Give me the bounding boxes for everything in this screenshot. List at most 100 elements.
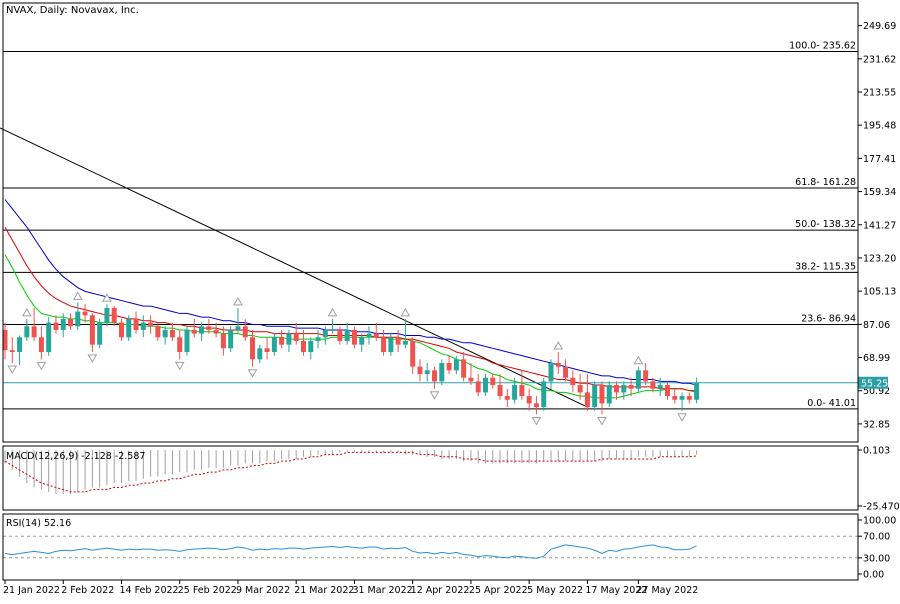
candle-body xyxy=(322,329,328,338)
y-tick-label: 141.27 xyxy=(863,220,896,231)
fractal-marker xyxy=(72,291,83,300)
candle-body xyxy=(650,381,656,389)
candle-body xyxy=(31,326,37,338)
candle-body xyxy=(199,326,205,334)
candle-body xyxy=(686,396,692,400)
candle-body xyxy=(155,326,161,338)
candle-body xyxy=(148,322,154,327)
candle-body xyxy=(133,318,139,330)
candle-body xyxy=(60,318,66,330)
candle-body xyxy=(315,337,321,341)
candle-body xyxy=(359,337,365,345)
fractal-marker xyxy=(531,416,542,426)
candle-body xyxy=(2,329,8,351)
x-tick-label: 25 Feb 2022 xyxy=(178,585,237,596)
x-tick-label: 2 Feb 2022 xyxy=(61,585,114,596)
candle-body xyxy=(24,326,30,338)
candle-body xyxy=(657,385,663,389)
y-tick-label: 68.99 xyxy=(863,353,890,364)
candle-body xyxy=(38,337,44,352)
candle-body xyxy=(570,377,576,386)
candle-body xyxy=(395,337,401,345)
current-price-label: 55.25 xyxy=(861,378,888,389)
candle-body xyxy=(206,326,212,330)
fractal-marker xyxy=(633,355,644,365)
candle-body xyxy=(279,337,285,345)
candle-body xyxy=(584,392,590,408)
fractal-marker xyxy=(87,354,98,364)
candle-body xyxy=(46,322,52,352)
trend-line xyxy=(0,127,588,408)
fractal-marker xyxy=(36,361,47,371)
fractal-marker xyxy=(553,340,564,350)
x-tick-label: 21 Jan 2022 xyxy=(3,585,60,596)
candle-body xyxy=(337,329,343,341)
candle-body xyxy=(446,363,452,371)
y-tick-label: 105.13 xyxy=(863,287,896,298)
candle-body xyxy=(504,396,510,400)
candle-body xyxy=(555,363,561,367)
x-tick-label: 17 May 2022 xyxy=(585,585,647,596)
candle-body xyxy=(140,322,146,330)
y-tick-label: 213.55 xyxy=(863,87,896,98)
candle-body xyxy=(264,348,270,352)
candle-body xyxy=(111,307,117,323)
candle-body xyxy=(475,381,481,393)
macd-y-tick-label: 0.103 xyxy=(863,446,890,457)
y-tick-label: 50.92 xyxy=(863,386,890,397)
candle-body xyxy=(177,337,183,352)
fib-level-label: 100.0- 235.62 xyxy=(789,40,856,51)
candle-body xyxy=(82,311,88,316)
candle-body xyxy=(228,329,234,349)
candle-body xyxy=(672,396,678,400)
candle-body xyxy=(271,337,277,352)
candle-body xyxy=(344,329,350,341)
rsi-panel-frame xyxy=(2,513,859,581)
candle-body xyxy=(126,318,132,338)
candle-body xyxy=(512,385,518,400)
fractal-marker xyxy=(597,416,607,426)
candle-body xyxy=(548,363,554,382)
candle-body xyxy=(541,381,547,408)
candle-body xyxy=(577,385,583,393)
fractal-marker xyxy=(400,307,411,317)
rsi-label: RSI(14) 52.16 xyxy=(6,518,71,529)
candle-body xyxy=(606,385,612,404)
candle-body xyxy=(220,333,226,349)
fractal-marker xyxy=(21,307,32,317)
moving-average-line xyxy=(4,199,697,386)
fib-level-label: 0.0- 41.01 xyxy=(807,398,856,409)
y-tick-label: 32.85 xyxy=(863,419,890,430)
candle-body xyxy=(104,307,110,323)
candle-body xyxy=(250,337,256,360)
candle-body xyxy=(257,348,263,360)
candle-body xyxy=(679,396,685,400)
candle-body xyxy=(621,385,627,393)
candle-body xyxy=(366,333,372,338)
x-tick-label: 12 Apr 2022 xyxy=(411,585,470,596)
moving-average-line xyxy=(4,226,697,392)
candle-body xyxy=(526,396,532,404)
fractal-marker xyxy=(7,365,18,375)
fib-level-label: 61.8- 161.28 xyxy=(795,177,856,188)
fractal-marker xyxy=(677,413,687,422)
fractal-marker xyxy=(429,391,440,400)
fib-level-label: 23.6- 86.94 xyxy=(801,314,856,325)
x-tick-label: 25 Apr 2022 xyxy=(469,585,528,596)
candle-body xyxy=(482,377,488,393)
candle-body xyxy=(664,385,670,397)
macd-panel-frame xyxy=(2,445,859,511)
candle-body xyxy=(497,385,503,397)
candle-body xyxy=(184,329,190,352)
x-tick-label: 31 Mar 2022 xyxy=(352,585,412,596)
candle-body xyxy=(388,337,394,352)
fib-level-label: 50.0- 138.32 xyxy=(795,219,856,230)
candle-body xyxy=(468,377,474,382)
x-tick-label: 21 Mar 2022 xyxy=(294,585,354,596)
macd-label: MACD(12,26,9) -2.128 -2.587 xyxy=(6,451,145,462)
candle-body xyxy=(213,329,219,334)
rsi-y-tick-label: 0.00 xyxy=(863,570,884,581)
candle-body xyxy=(330,329,336,331)
